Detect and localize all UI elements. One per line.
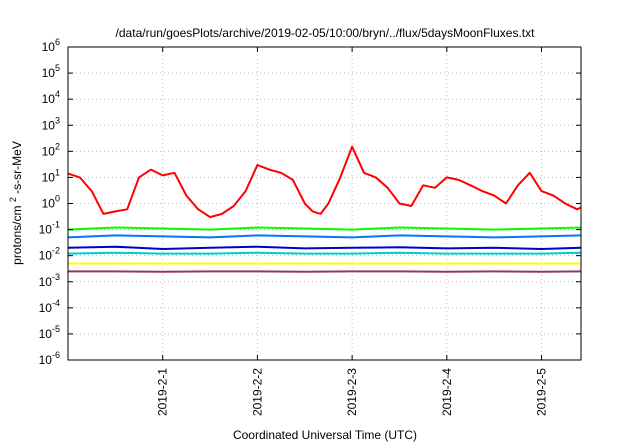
y-tick-label: 101 [42,167,60,184]
y-tick-label-exp: -1 [52,220,60,230]
y-tick-label: 10-6 [39,350,60,367]
y-tick-label: 10-5 [39,324,60,341]
x-tick-label: 2019-2-2 [250,368,264,416]
y-tick-label-exp: 0 [55,194,60,204]
y-tick-label-base: 10 [42,118,56,132]
y-tick-label-base: 10 [42,170,56,184]
y-tick-label-base: 10 [42,144,56,158]
y-tick-label-exp: 6 [55,37,60,47]
y-tick-label-base: 10 [39,301,53,315]
series-line-2 [67,226,582,231]
y-tick-label-base: 10 [42,40,56,54]
y-tick-label-base: 10 [39,249,53,263]
y-tick-label: 104 [42,89,60,106]
y-axis-label-part-b: -s-sr-MeV [10,141,24,194]
y-tick-label: 105 [42,63,60,80]
y-tick-label-exp: 5 [55,63,60,73]
x-tick-label: 2019-2-4 [440,368,454,416]
y-tick-label-base: 10 [39,353,53,367]
y-tick-label: 106 [42,37,60,54]
y-tick-label-base: 10 [39,327,53,341]
y-tick-label-exp: -3 [52,272,60,282]
y-tick-label-exp: -5 [52,324,60,334]
series-line-1 [67,145,582,219]
y-tick-label-exp: -6 [52,350,60,360]
y-tick-label-base: 10 [39,275,53,289]
series-line-5 [67,251,582,255]
series-line-3 [67,234,582,239]
y-tick-label-exp: 1 [55,167,60,177]
series-line-4 [67,245,582,250]
axes: 10-610-510-410-310-210-11001011021031041… [39,37,581,416]
y-tick-label: 100 [42,194,60,211]
y-tick-label-base: 10 [42,66,56,80]
y-axis-label: protons/cm 2 -s-sr-MeV [5,141,24,265]
y-tick-label-exp: 3 [55,115,60,125]
y-tick-label-exp: -2 [52,246,60,256]
y-axis-label-sup: 2 [8,197,18,202]
y-tick-label: 10-1 [39,220,60,237]
y-tick-label: 10-2 [39,246,60,263]
x-tick-label: 2019-2-1 [156,368,170,416]
y-tick-label-exp: 4 [55,89,60,99]
y-tick-label-base: 10 [42,92,56,106]
x-tick-label: 2019-2-3 [345,368,359,416]
y-tick-label-exp: -4 [52,298,60,308]
x-axis-label: Coordinated Universal Time (UTC) [233,428,417,442]
y-axis-label-part-a: protons/cm [10,206,24,265]
y-tick-label-base: 10 [42,197,56,211]
x-tick-label: 2019-2-5 [535,368,549,416]
y-tick-label-exp: 2 [55,141,60,151]
series-group [67,145,582,273]
y-tick-label: 10-4 [39,298,60,315]
y-tick-label: 103 [42,115,60,132]
y-tick-label-base: 10 [39,223,53,237]
y-tick-label: 10-3 [39,272,60,289]
y-tick-label: 102 [42,141,60,158]
chart-title: /data/run/goesPlots/archive/2019-02-05/1… [116,26,536,40]
grid-lines [68,47,581,360]
